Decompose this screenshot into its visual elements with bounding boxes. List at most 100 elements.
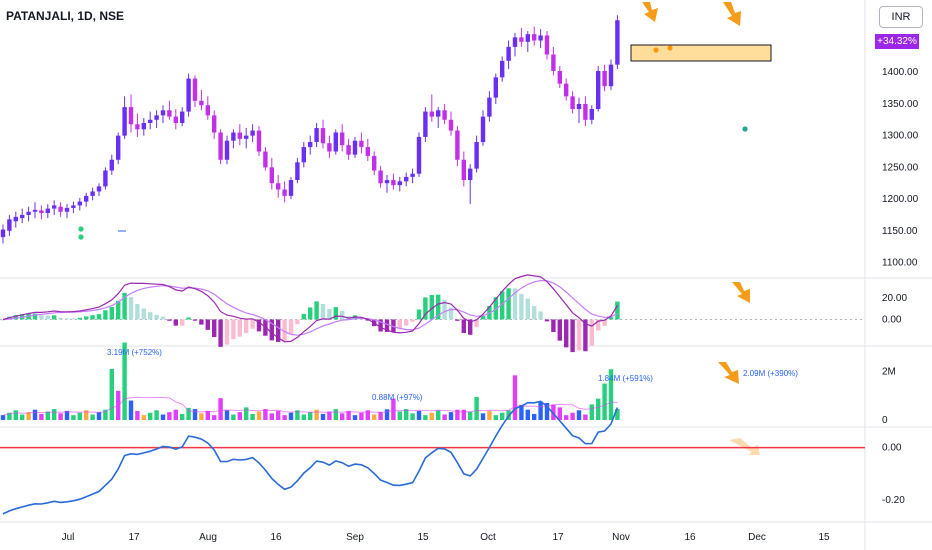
volume-bar [378, 412, 383, 420]
macd-hist-bar [167, 319, 172, 321]
candle-body [295, 162, 300, 181]
macd-hist-bar [52, 315, 57, 320]
macd-hist-bar [576, 319, 582, 351]
candle-body [269, 167, 274, 184]
volume-bar [602, 383, 607, 420]
macd-hist-bar [384, 319, 390, 332]
volume-annotation: 3.19M (+752%) [107, 348, 162, 357]
candle-body [423, 111, 428, 137]
macd-hist-bar [327, 308, 332, 320]
volume-bar [557, 407, 562, 420]
macd-hist-bar [423, 297, 428, 320]
signal-dot [653, 47, 659, 53]
volume-bar [90, 414, 95, 420]
macd-hist-bar [212, 319, 217, 337]
candle-body [20, 214, 25, 219]
volume-bar [154, 410, 159, 420]
volume-panel [0, 342, 620, 420]
candle-body [26, 211, 31, 215]
candle-body [576, 103, 582, 110]
macd-hist-bar [455, 319, 460, 321]
candle-body [314, 128, 319, 142]
candle-body [116, 135, 121, 160]
volume-bar [500, 412, 505, 420]
macd-signal-line [2, 279, 618, 336]
volume-bar [128, 400, 134, 420]
volume-bar [263, 409, 268, 420]
candle-body [442, 110, 447, 120]
candle-body [141, 122, 146, 130]
volume-bar [359, 412, 364, 420]
volume-bar [532, 413, 537, 420]
candle-body [448, 119, 454, 131]
candle-body [570, 96, 575, 110]
volume-bar [141, 415, 146, 420]
candle-body [45, 208, 50, 214]
candle-body [96, 186, 102, 192]
candle-body [532, 34, 537, 41]
time-tick-label: Sep [346, 532, 364, 543]
arrow-2 [723, 2, 741, 26]
candle-body [519, 37, 524, 42]
volume-bar [39, 413, 44, 420]
time-tick-label: 17 [128, 532, 140, 543]
volume-bar [122, 342, 127, 420]
volume-bar [96, 412, 102, 420]
macd-hist-bar [320, 303, 326, 320]
volume-bar [512, 375, 518, 420]
macd-hist-bar [199, 319, 204, 325]
candle-body [256, 130, 262, 152]
volume-bar [109, 369, 114, 420]
candle-body [58, 206, 63, 212]
candle-body [500, 60, 505, 78]
price-tick-label: 1150.00 [882, 226, 918, 237]
volume-bar [32, 409, 38, 420]
macd-hist-bar [333, 307, 338, 320]
candle-body [493, 77, 498, 98]
volume-bar [423, 415, 428, 420]
macd-hist-bar [340, 310, 345, 320]
last-change-badge: +34.32% [875, 34, 919, 49]
macd-hist-bar [525, 298, 530, 320]
candle-body [192, 78, 198, 101]
candle-body [608, 64, 614, 87]
macd-hist-bar [173, 319, 178, 326]
volume-bar [84, 410, 89, 420]
macd-panel [0, 274, 865, 353]
volume-bar [397, 411, 402, 420]
candle-body [103, 170, 108, 187]
macd-hist-bar [564, 319, 569, 348]
volume-bar [493, 415, 498, 420]
arrow-1 [642, 2, 658, 22]
candle-body [244, 135, 249, 139]
symbol-title[interactable]: PATANJALI, 1D, NSE [6, 9, 125, 23]
volume-bar [212, 415, 217, 420]
signal-dots [78, 45, 748, 240]
price-tick-label: 1400.00 [882, 67, 919, 78]
macd-hist-bar [551, 319, 556, 332]
candle-body [564, 83, 569, 97]
price-tick-label: 1100.00 [882, 257, 918, 268]
volume-bar [103, 409, 108, 420]
volume-annotation: 1.84M (+591%) [598, 374, 653, 383]
macd-hist-bar [32, 313, 38, 320]
volume-bar [596, 398, 601, 420]
candle-body [39, 210, 44, 214]
candle-body [429, 111, 434, 117]
macd-hist-bar [244, 319, 249, 334]
arrow-3 [732, 282, 750, 303]
candle-body [237, 132, 242, 139]
volume-bar [13, 410, 18, 420]
highlight-zone [630, 44, 772, 62]
volume-bar [487, 410, 492, 420]
macd-hist-bar [96, 314, 102, 320]
macd-hist-bar [308, 307, 313, 320]
time-tick-label: 16 [270, 532, 282, 543]
candle-body [84, 195, 89, 202]
volume-bar [372, 414, 377, 420]
candle-body [474, 142, 479, 169]
candle-body [404, 176, 409, 182]
currency-selector[interactable]: INR [879, 6, 923, 28]
volume-bar [0, 415, 6, 420]
